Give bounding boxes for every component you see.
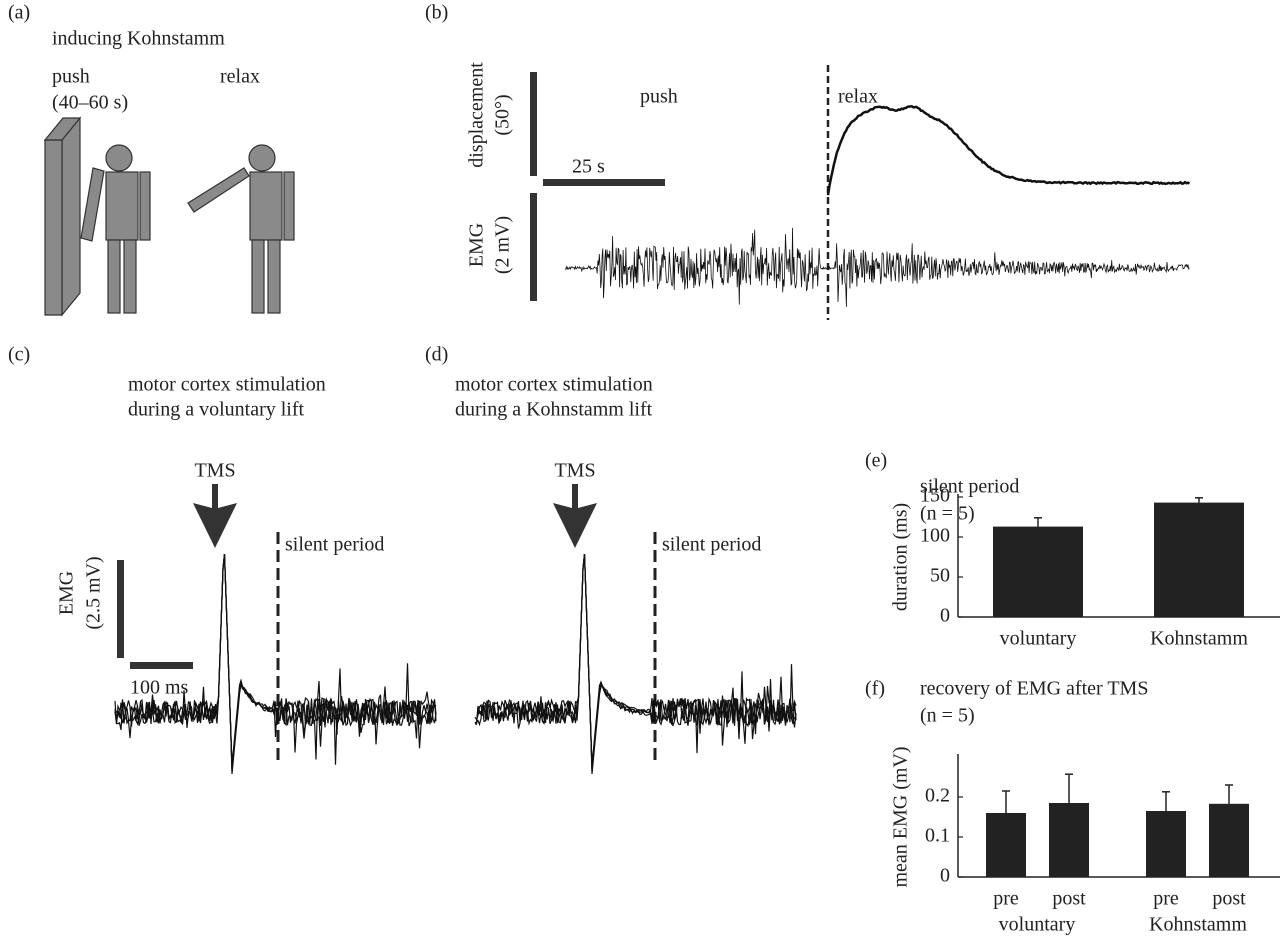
emg-trace xyxy=(564,227,1190,307)
panel-title: motor cortex stimulation xyxy=(455,374,653,396)
y-tick-label: 0 xyxy=(940,605,950,627)
group-label: voluntary xyxy=(999,914,1076,936)
scale-label: 25 s xyxy=(572,156,605,178)
wall xyxy=(43,116,82,317)
label: push xyxy=(52,66,90,88)
bar xyxy=(1146,811,1186,877)
bar xyxy=(986,813,1026,877)
emg-trace xyxy=(474,554,797,769)
label: silent period xyxy=(662,534,761,556)
label: (40–60 s) xyxy=(52,92,128,114)
label: relax xyxy=(838,86,878,108)
displacement-trace xyxy=(826,105,1191,196)
x-tick-label: voluntary xyxy=(1000,628,1077,650)
scale-bar xyxy=(543,179,665,186)
label: relax xyxy=(220,66,260,88)
scale-label: (2.5 mV) xyxy=(83,556,105,629)
label: silent period xyxy=(285,534,384,556)
x-tick-label: pre xyxy=(993,888,1019,910)
emg-trace xyxy=(474,554,797,775)
panel-title: during a Kohnstamm lift xyxy=(455,399,653,421)
emg-trace xyxy=(474,554,797,766)
y-tick-label: 150 xyxy=(920,485,950,507)
arrow xyxy=(553,484,597,548)
axis-label: EMG xyxy=(466,223,488,267)
emg-traces xyxy=(114,554,437,775)
panel-title: motor cortex stimulation xyxy=(128,374,326,396)
arrow xyxy=(193,484,237,548)
label: push xyxy=(640,86,678,108)
bar xyxy=(1049,803,1089,877)
axis-label: EMG xyxy=(56,571,78,615)
chart-title: silent period xyxy=(920,476,1019,498)
panel-label: (f) xyxy=(865,678,885,700)
scale-label: 100 ms xyxy=(130,677,189,699)
x-tick-label: post xyxy=(1212,888,1246,910)
label: TMS xyxy=(554,460,595,482)
scale-bar xyxy=(530,193,537,301)
chart-subtitle: (n = 5) xyxy=(920,705,975,727)
x-tick-label: pre xyxy=(1153,888,1179,910)
chart-subtitle: (n = 5) xyxy=(920,503,975,525)
axis-label: displacement xyxy=(466,62,488,168)
scale-bar xyxy=(530,72,537,176)
emg-trace xyxy=(114,554,437,775)
scale-bar xyxy=(117,560,124,658)
bar xyxy=(1154,502,1244,617)
panel-title: inducing Kohnstamm xyxy=(52,28,225,50)
emg-trace xyxy=(114,554,437,766)
x-tick-label: Kohnstamm xyxy=(1150,628,1248,650)
label: TMS xyxy=(194,460,235,482)
chart-title: recovery of EMG after TMS xyxy=(920,678,1148,700)
panel-label: (d) xyxy=(425,344,448,366)
person-relax xyxy=(187,144,295,314)
x-tick-label: post xyxy=(1052,888,1086,910)
scale-label: (2 mV) xyxy=(492,216,514,274)
panel-title: during a voluntary lift xyxy=(128,399,305,421)
y-tick-label: 0 xyxy=(940,865,950,887)
bar xyxy=(993,526,1083,617)
scale-label: (50°) xyxy=(492,94,514,135)
group-label: Kohnstamm xyxy=(1149,914,1247,936)
panel-label: (e) xyxy=(865,450,887,472)
panel-label: (a) xyxy=(8,2,30,24)
y-tick-label: 100 xyxy=(920,525,950,547)
y-axis-label: duration (ms) xyxy=(890,503,912,611)
bar xyxy=(1209,803,1249,877)
panel-label: (b) xyxy=(425,2,448,24)
emg-trace xyxy=(474,554,797,772)
y-tick-label: 50 xyxy=(930,565,950,587)
person-push xyxy=(80,144,151,314)
y-axis-label: mean EMG (mV) xyxy=(890,746,912,887)
scale-bar xyxy=(130,662,193,669)
y-tick-label: 0.1 xyxy=(925,825,950,847)
y-tick-label: 0.2 xyxy=(925,785,950,807)
emg-traces xyxy=(474,554,797,775)
panel-label: (c) xyxy=(8,344,30,366)
